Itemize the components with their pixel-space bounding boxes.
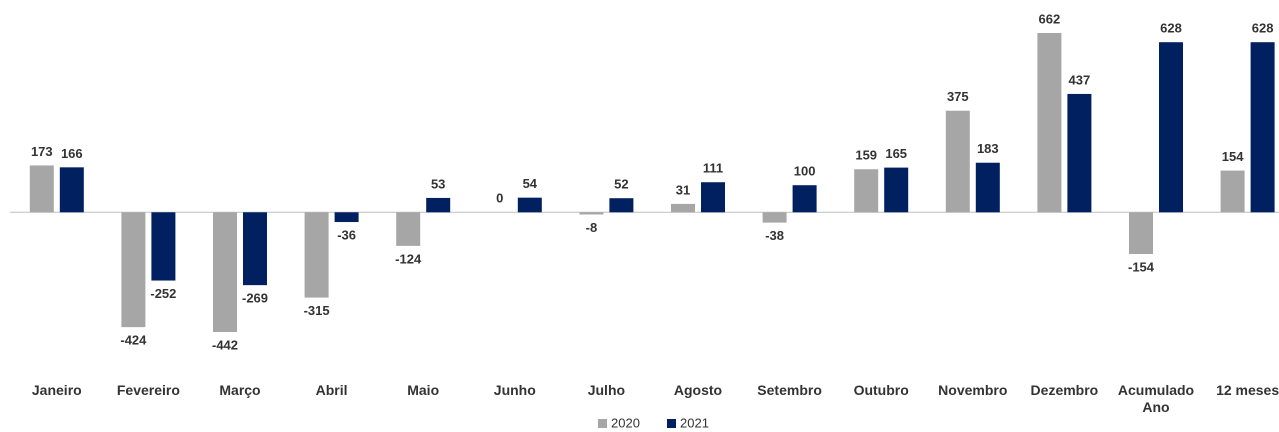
data-label: -442 [212, 337, 238, 352]
data-label: 662 [1039, 11, 1061, 26]
data-label: -424 [120, 333, 147, 348]
bar [121, 212, 146, 328]
data-label: 52 [614, 177, 628, 192]
bar [975, 162, 1000, 213]
data-label: 154 [1222, 149, 1244, 164]
data-label: -38 [765, 228, 784, 243]
data-label: 375 [947, 89, 969, 104]
x-tick-label: Janeiro [31, 382, 82, 398]
bar [517, 197, 542, 213]
bar [701, 182, 725, 213]
data-label: 183 [977, 141, 999, 156]
x-tick-label: 12 meses [1216, 382, 1279, 398]
data-label: -252 [150, 286, 176, 301]
bar [609, 198, 634, 213]
x-tick-label: Março [219, 382, 261, 398]
bar [396, 212, 421, 246]
legend-swatch [667, 419, 676, 428]
data-label: 173 [31, 144, 53, 159]
x-tick-label: Setembro [757, 382, 822, 398]
data-label: -8 [586, 220, 598, 235]
bar [426, 197, 451, 213]
data-label: 437 [1069, 72, 1091, 87]
bar [1159, 42, 1183, 213]
data-label: -124 [395, 251, 422, 266]
data-label: 628 [1252, 21, 1274, 36]
data-label: -315 [304, 303, 330, 318]
data-label: 166 [61, 146, 83, 161]
bar [1067, 93, 1092, 213]
data-label: -36 [337, 227, 356, 242]
bar [151, 212, 176, 281]
x-tick-label: Dezembro [1030, 382, 1099, 398]
data-label: 0 [496, 191, 503, 206]
bar [792, 185, 817, 213]
data-label: 628 [1160, 21, 1182, 36]
data-label: -154 [1128, 259, 1155, 274]
x-tick-label: Maio [407, 382, 440, 398]
legend-label: 2020 [611, 415, 640, 430]
data-label: 111 [703, 161, 723, 176]
data-label: 53 [431, 176, 445, 191]
bar [334, 212, 359, 223]
x-tick-label: Outubro [853, 382, 909, 398]
bar [243, 212, 267, 286]
bar [1220, 170, 1245, 213]
x-tick-label: Agosto [673, 382, 723, 398]
x-tick-label: Julho [587, 382, 626, 398]
x-tick-label: Junho [493, 382, 536, 398]
x-tick-label: Fevereiro [116, 382, 180, 398]
bar [29, 165, 54, 213]
x-tick-label: Acumulado Ano [1117, 382, 1195, 415]
bar [1250, 42, 1275, 213]
data-label: 159 [855, 148, 877, 163]
bar [671, 203, 695, 213]
x-tick-label: Abril [315, 382, 348, 398]
x-tick-label: Novembro [938, 382, 1008, 398]
bar [59, 167, 84, 213]
bar [213, 212, 237, 332]
bar [884, 167, 909, 213]
bar [762, 212, 787, 223]
data-label: 54 [523, 176, 538, 191]
bar [945, 110, 970, 213]
data-label: 100 [794, 164, 816, 179]
data-label: 165 [885, 146, 907, 161]
legend-swatch [598, 419, 607, 428]
bar [854, 169, 879, 213]
bar [304, 212, 329, 298]
data-label: -269 [242, 291, 268, 306]
data-label: 31 [676, 182, 690, 197]
bar [1129, 212, 1153, 254]
bar [1037, 33, 1062, 213]
legend-label: 2021 [680, 415, 709, 430]
bar [579, 212, 604, 215]
